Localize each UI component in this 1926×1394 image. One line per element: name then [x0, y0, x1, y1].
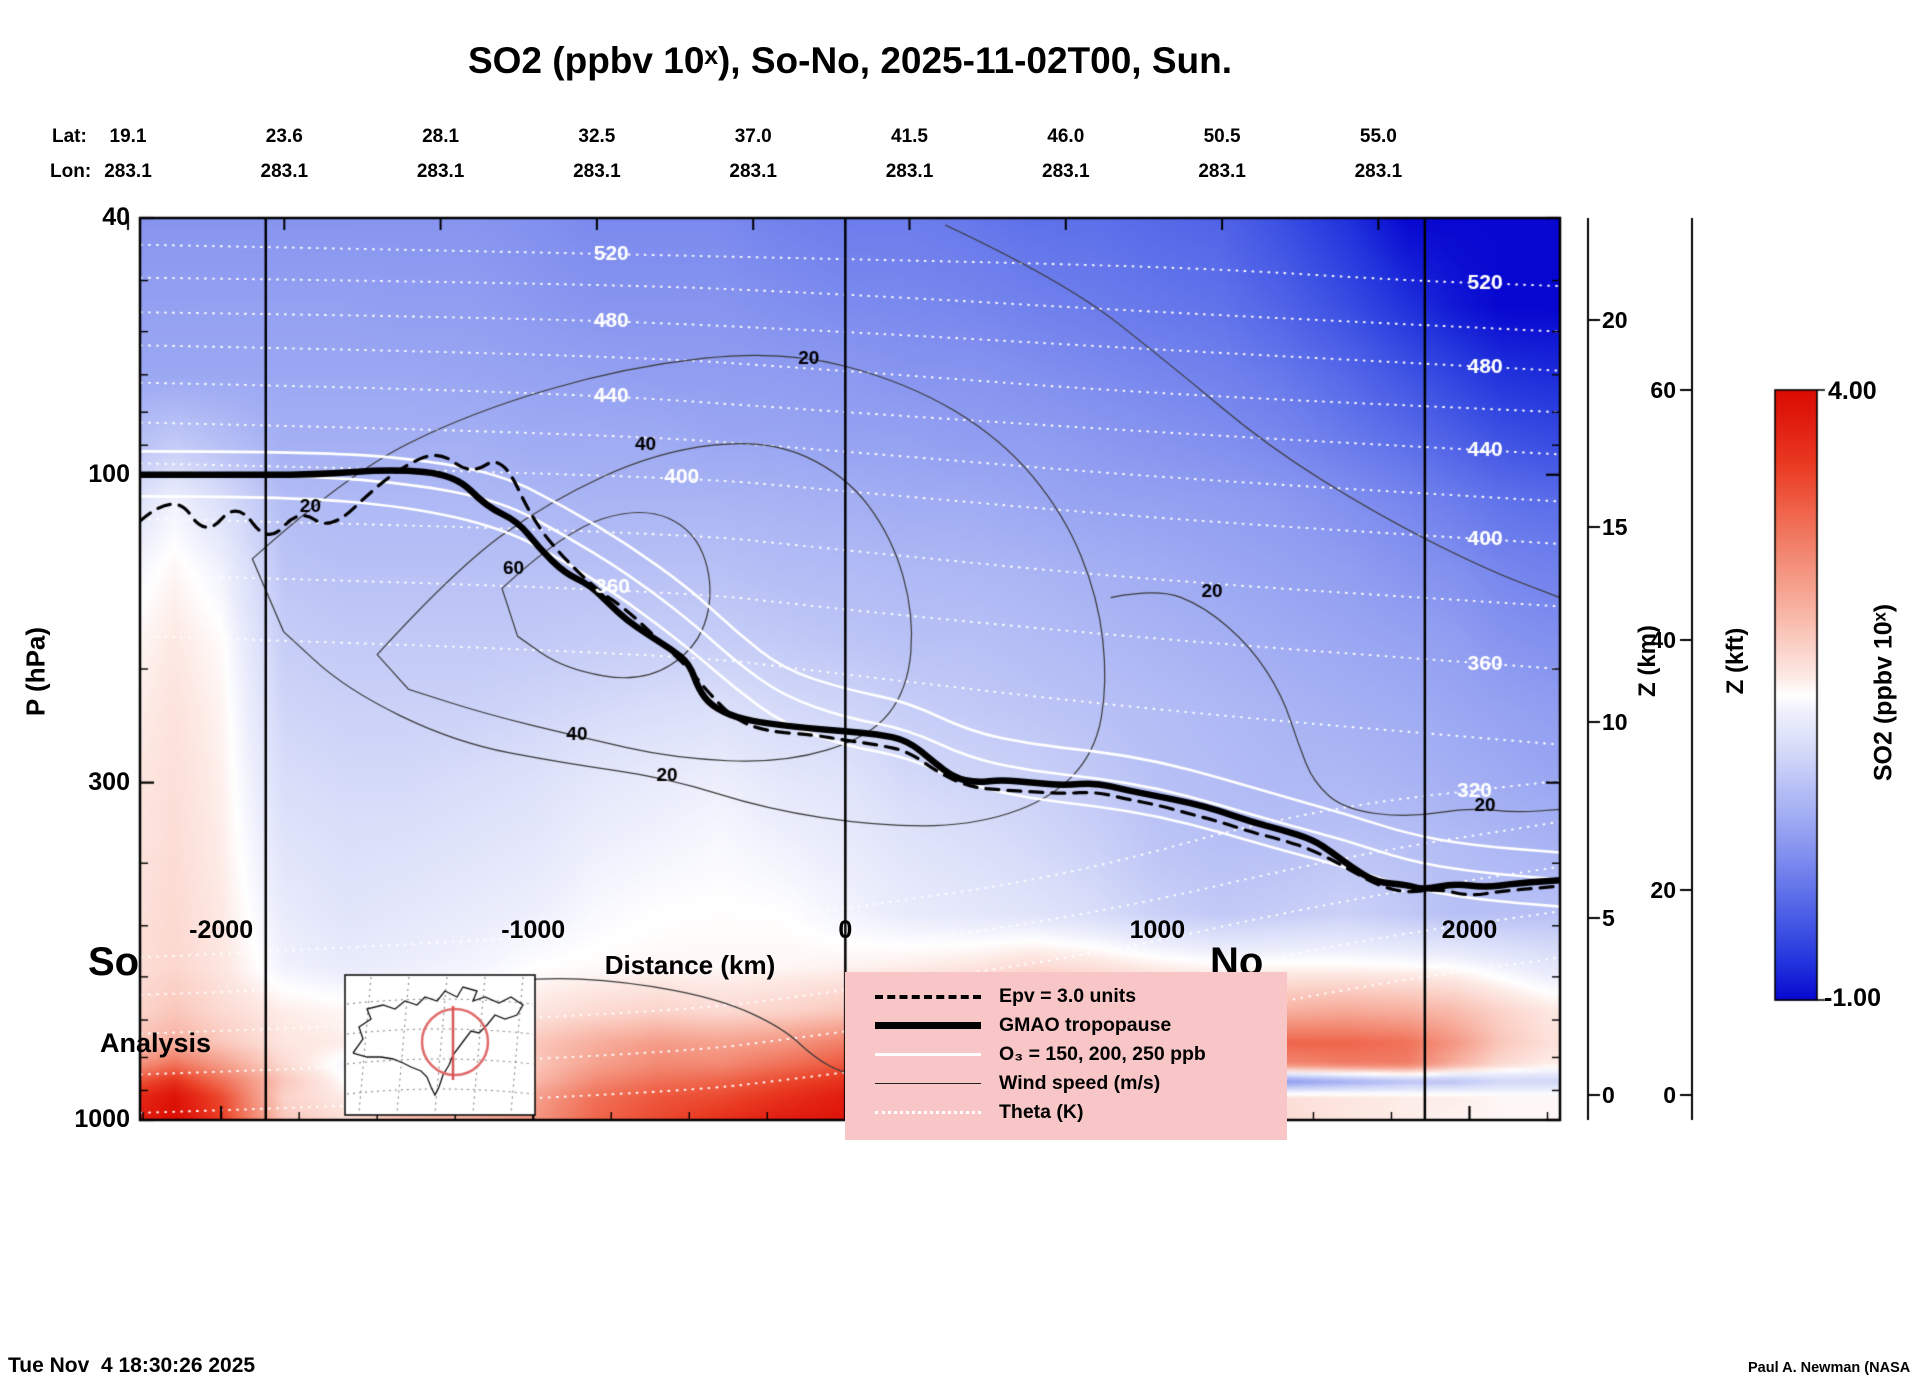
main-plot-canvas [0, 0, 1926, 1394]
so2-cross-section-page: { "title": "SO2 (ppbv 10ˣ), So-No, 2025-… [0, 0, 1926, 1394]
